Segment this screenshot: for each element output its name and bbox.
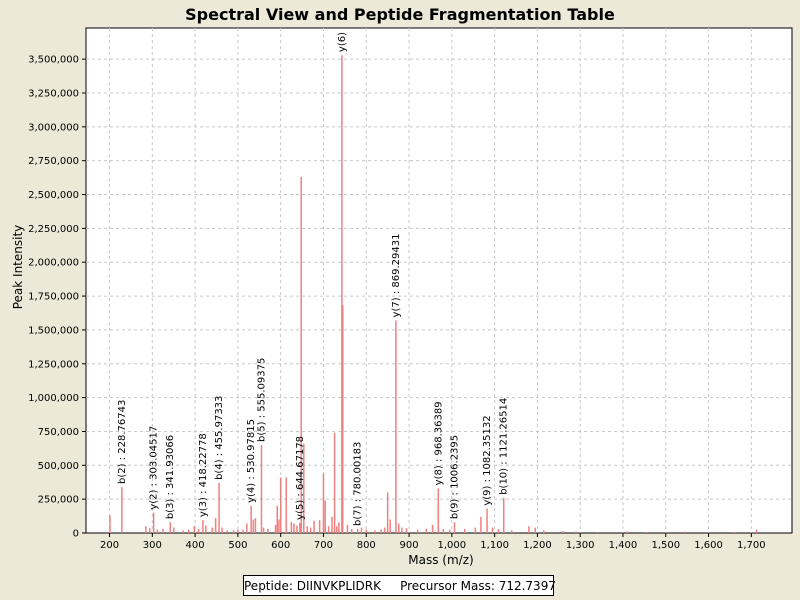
x-tick-label: 600 [271,540,290,551]
x-tick-label: 1,300 [566,540,595,551]
y-tick-label: 1,500,000 [28,325,79,336]
x-axis-label: Mass (m/z) [408,553,473,567]
x-tick-label: 300 [143,540,162,551]
x-tick-label: 1,600 [694,540,723,551]
peptide-info-box: Peptide: DIINVKPLIDRK Precursor Mass: 71… [243,575,556,596]
peaks-series [109,55,758,533]
peak-annotation-label: b(3) : 341.93066 [165,435,176,519]
peak-annotation-label: b(9) : 1006.2395 [450,435,461,519]
peak-annotation-label: b(4) : 455.97333 [214,396,225,480]
x-tick-label: 700 [314,540,333,551]
x-tick-label: 1,400 [609,540,638,551]
x-tick-label: 1,200 [523,540,552,551]
y-tick-label: 2,000,000 [28,258,79,269]
peak-annotation-label: y(9) : 1082.35132 [482,415,493,505]
peak-annotation-label: y(6) [337,32,348,52]
y-tick-label: 2,250,000 [28,224,79,235]
x-tick-label: 1,700 [737,540,766,551]
x-tick-label: 1,000 [438,540,467,551]
x-tick-label: 1,100 [480,540,509,551]
x-tick-label: 900 [400,540,419,551]
peak-annotation-label: y(5) : 644.67178 [295,436,306,520]
peak-annotation-label: b(5) : 555.09375 [256,358,267,442]
peak-annotation-label: b(2) : 228.76743 [117,400,128,484]
peak-annotation-label: b(10) : 1121.26514 [499,398,510,495]
peak-annotations: b(2) : 228.76743 y(2) : 303.04517 b(3) : 3… [117,32,510,526]
y-tick-label: 500,000 [38,461,79,472]
y-tick-label: 250,000 [38,495,79,506]
peak-annotation-label: b(7) : 780.00183 [353,442,364,526]
plot-area [85,27,793,534]
y-axis-label: Peak Intensity [11,225,25,310]
spectrum-chart: Spectral View and Peptide Fragmentation … [11,5,793,567]
y-tick-label: 2,500,000 [28,190,79,201]
x-tick-label: 1,500 [651,540,680,551]
y-tick-label: 1,750,000 [28,292,79,303]
y-tick-label: 0 [73,529,79,540]
peak-annotation-label: y(3) : 418.22778 [198,433,209,517]
grid-lines [86,28,792,533]
peptide-label: Peptide: DIINVKPLIDRK [244,579,381,593]
x-tick-label: 800 [357,540,376,551]
x-tick-label: 200 [100,540,119,551]
x-tick-label: 500 [228,540,247,551]
peak-annotation-label: y(8) : 968.36389 [433,401,444,485]
y-tick-label: 3,250,000 [28,88,79,99]
chart-title: Spectral View and Peptide Fragmentation … [185,5,615,24]
y-axis: 0 250,000 500,000 750,000 1,000,000 1,250,000… [28,55,86,540]
y-tick-label: 2,750,000 [28,156,79,167]
peak-annotation-label: y(4) : 530.97815 [246,419,257,503]
y-tick-label: 1,000,000 [28,393,79,404]
y-tick-label: 750,000 [38,427,79,438]
y-tick-label: 1,250,000 [28,359,79,370]
y-tick-label: 3,500,000 [28,55,79,66]
x-tick-label: 400 [186,540,205,551]
x-axis: 200 300 400 500 600 700 800 900 1,000 1,100 1,200 1… [100,533,766,551]
peak-annotation-label: y(2) : 303.04517 [149,426,160,510]
precursor-mass-label: Precursor Mass: 712.7397 [400,579,556,593]
y-tick-label: 3,000,000 [28,122,79,133]
peak-annotation-label: y(7) : 869.29431 [391,234,402,318]
